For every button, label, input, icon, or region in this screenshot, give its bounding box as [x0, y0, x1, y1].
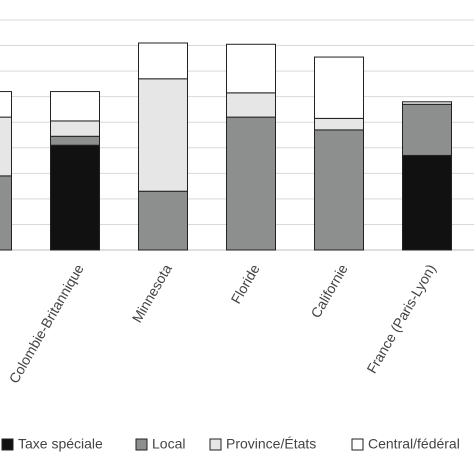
- bar-segment: [226, 92, 276, 118]
- bar-segment: [138, 78, 188, 192]
- bar-segment: [314, 117, 364, 131]
- bar-segment: [50, 120, 100, 137]
- legend-label: Province/États: [226, 436, 316, 452]
- bar-segment: [0, 116, 12, 177]
- bar-segment: [0, 175, 12, 251]
- legend-swatch: [1, 438, 14, 451]
- x-tick-label: Colombie-Britannique: [6, 261, 87, 386]
- bar-segment: [402, 154, 452, 251]
- x-tick-label: Californie: [307, 261, 351, 320]
- bar-segment: [314, 56, 364, 119]
- x-tick-label: Minnesota: [129, 261, 175, 325]
- legend-swatch: [135, 438, 148, 451]
- bar-segment: [50, 135, 100, 146]
- bar-segment: [50, 91, 100, 122]
- x-tick-label: France (Paris-Lyon): [363, 261, 438, 376]
- bar-segment: [50, 144, 100, 251]
- bar-segment: [0, 91, 12, 118]
- bar-segment: [226, 43, 276, 94]
- legend-swatch: [351, 438, 364, 451]
- bar-segment: [226, 116, 276, 251]
- legend-label: Local: [152, 436, 185, 452]
- legend-label: Taxe spéciale: [18, 436, 103, 452]
- bar-segment: [402, 101, 452, 105]
- bar-segment: [314, 129, 364, 251]
- bar-segment: [402, 103, 452, 156]
- bar-segment: [138, 42, 188, 80]
- bar-segment: [138, 190, 188, 251]
- x-tick-label: Floride: [228, 261, 263, 306]
- legend-swatch: [209, 438, 222, 451]
- legend-label: Central/fédéral: [368, 436, 460, 452]
